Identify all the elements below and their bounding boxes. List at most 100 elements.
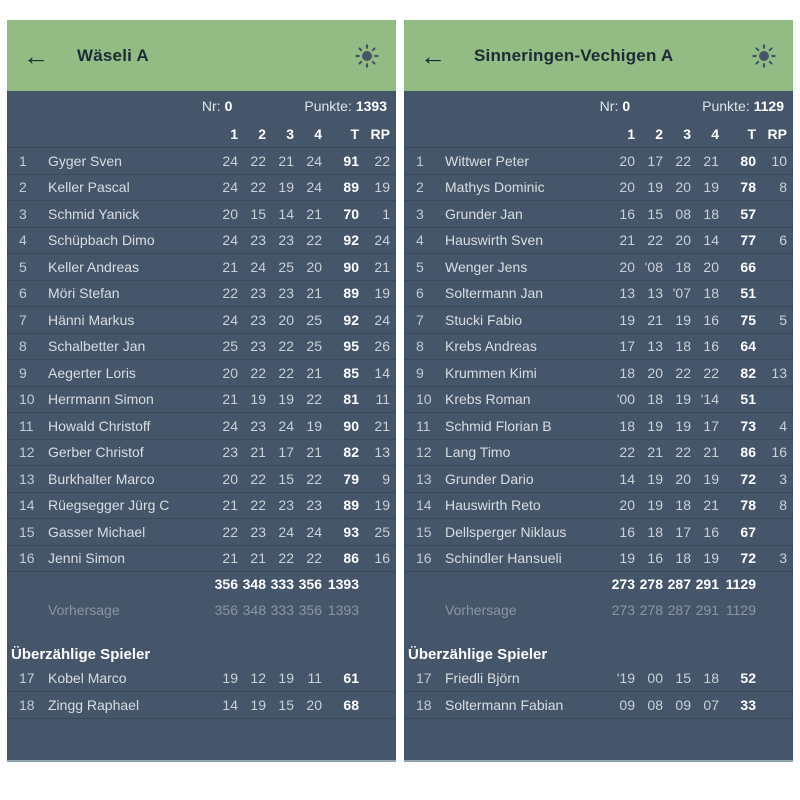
player-position: 6 bbox=[416, 285, 424, 302]
score-total: 93 bbox=[343, 523, 359, 540]
score-game-2: 23 bbox=[250, 338, 266, 355]
totals-game-4: 356 bbox=[298, 576, 322, 592]
player-position: 9 bbox=[416, 364, 424, 381]
player-row[interactable]: 14 Hauswirth Reto 20 19 18 21 78 8 bbox=[404, 491, 793, 519]
player-row[interactable]: 3 Schmid Yanick 20 15 14 21 70 1 bbox=[7, 200, 396, 227]
score-game-4: 21 bbox=[703, 444, 719, 461]
player-row[interactable]: 13 Burkhalter Marco 20 22 15 22 79 9 bbox=[7, 465, 396, 492]
score-game-4: 22 bbox=[306, 550, 322, 567]
player-position: 7 bbox=[19, 311, 27, 328]
totals-row: 273 278 287 291 1129 bbox=[404, 571, 793, 596]
spacer bbox=[404, 623, 793, 643]
nr-value: 0 bbox=[224, 98, 233, 114]
player-name: Aegerter Loris bbox=[48, 364, 136, 381]
player-row[interactable]: 8 Krebs Andreas 17 13 18 16 64 bbox=[404, 332, 793, 360]
player-row[interactable]: 9 Aegerter Loris 20 22 22 21 85 14 bbox=[7, 359, 396, 386]
score-game-1: 16 bbox=[619, 523, 635, 540]
player-row[interactable]: 11 Howald Christoff 24 23 24 19 90 21 bbox=[7, 412, 396, 439]
col-rp: RP bbox=[767, 126, 787, 142]
player-position: 1 bbox=[416, 152, 424, 169]
player-row[interactable]: 6 Soltermann Jan 13 13 '07 18 51 bbox=[404, 279, 793, 307]
score-total: 90 bbox=[343, 258, 359, 275]
score-game-4: 17 bbox=[703, 417, 719, 434]
score-game-3: 15 bbox=[278, 470, 294, 487]
score-total: 92 bbox=[343, 232, 359, 249]
player-row[interactable]: 7 Hänni Markus 24 23 20 25 92 24 bbox=[7, 306, 396, 333]
score-game-2: 18 bbox=[647, 523, 663, 540]
score-game-2: 23 bbox=[250, 523, 266, 540]
score-total: 52 bbox=[740, 670, 756, 686]
player-row[interactable]: 18 Zingg Raphael 14 19 15 20 68 bbox=[7, 692, 396, 719]
player-row[interactable]: 2 Keller Pascal 24 22 19 24 89 19 bbox=[7, 173, 396, 201]
player-row[interactable]: 15 Dellsperger Niklaus 16 18 17 16 67 bbox=[404, 518, 793, 545]
score-game-2: 21 bbox=[647, 444, 663, 461]
player-row[interactable]: 6 Möri Stefan 22 23 23 21 89 19 bbox=[7, 279, 396, 307]
player-name: Schindler Hansueli bbox=[445, 550, 562, 567]
player-row[interactable]: 5 Keller Andreas 21 24 25 20 90 21 bbox=[7, 253, 396, 280]
player-row[interactable]: 8 Schalbetter Jan 25 23 22 25 95 26 bbox=[7, 332, 396, 360]
score-game-4: 19 bbox=[703, 550, 719, 567]
player-row[interactable]: 9 Krummen Kimi 18 20 22 22 82 13 bbox=[404, 359, 793, 386]
player-row[interactable]: 17 Kobel Marco 19 12 19 11 61 bbox=[7, 665, 396, 692]
player-row[interactable]: 16 Jenni Simon 21 21 22 22 86 16 bbox=[7, 544, 396, 572]
player-name: Gyger Sven bbox=[48, 152, 122, 169]
player-row[interactable]: 2 Mathys Dominic 20 19 20 19 78 8 bbox=[404, 173, 793, 201]
player-row[interactable]: 4 Hauswirth Sven 21 22 20 14 77 6 bbox=[404, 226, 793, 254]
player-position: 4 bbox=[19, 232, 27, 249]
score-game-2: 18 bbox=[647, 391, 663, 408]
player-row[interactable]: 13 Grunder Dario 14 19 20 19 72 3 bbox=[404, 465, 793, 492]
forecast-label: Vorhersage bbox=[445, 601, 517, 618]
player-row[interactable]: 18 Soltermann Fabian 09 08 09 07 33 bbox=[404, 692, 793, 719]
back-button[interactable]: ← bbox=[420, 40, 446, 71]
score-total: 95 bbox=[343, 338, 359, 355]
score-rp: 10 bbox=[771, 152, 787, 169]
brightness-icon[interactable] bbox=[354, 43, 380, 69]
player-row[interactable]: 7 Stucki Fabio 19 21 19 16 75 5 bbox=[404, 306, 793, 333]
score-game-2: 19 bbox=[647, 470, 663, 487]
player-row[interactable]: 4 Schüpbach Dimo 24 23 23 22 92 24 bbox=[7, 226, 396, 254]
player-name: Friedli Björn bbox=[445, 670, 520, 686]
player-row[interactable]: 10 Herrmann Simon 21 19 19 22 81 11 bbox=[7, 385, 396, 413]
brightness-icon[interactable] bbox=[751, 43, 777, 69]
back-button[interactable]: ← bbox=[23, 40, 49, 71]
player-name: Soltermann Fabian bbox=[445, 697, 564, 713]
player-name: Lang Timo bbox=[445, 444, 511, 461]
score-game-2: 19 bbox=[647, 497, 663, 514]
overflow-list: 17 Friedli Björn '19 00 15 18 52 18 Soltermann F… bbox=[404, 665, 793, 719]
player-row[interactable]: 3 Grunder Jan 16 15 08 18 57 bbox=[404, 200, 793, 227]
player-row[interactable]: 12 Lang Timo 22 21 22 21 86 16 bbox=[404, 438, 793, 466]
score-rp: 19 bbox=[374, 285, 390, 302]
score-game-2: 20 bbox=[647, 364, 663, 381]
player-row[interactable]: 10 Krebs Roman '00 18 19 '14 51 bbox=[404, 385, 793, 413]
score-game-1: 19 bbox=[619, 311, 635, 328]
score-total: 78 bbox=[740, 179, 756, 196]
forecast-game-4: 356 bbox=[298, 601, 322, 618]
forecast-game-3: 287 bbox=[667, 601, 691, 618]
score-rp: 24 bbox=[374, 311, 390, 328]
player-row[interactable]: 14 Rüegsegger Jürg C 21 22 23 23 89 19 bbox=[7, 491, 396, 519]
col-game-2: 2 bbox=[258, 126, 266, 142]
score-rp: 21 bbox=[374, 258, 390, 275]
page-title: Sinneringen-Vechigen A bbox=[474, 45, 674, 65]
player-row[interactable]: 17 Friedli Björn '19 00 15 18 52 bbox=[404, 665, 793, 692]
score-game-4: 20 bbox=[306, 697, 322, 713]
player-row[interactable]: 16 Schindler Hansueli 19 16 18 19 72 3 bbox=[404, 544, 793, 572]
score-game-1: 20 bbox=[222, 470, 238, 487]
appbar: ← Wäseli A bbox=[7, 20, 396, 91]
player-row[interactable]: 1 Wittwer Peter 20 17 22 21 80 10 bbox=[404, 147, 793, 174]
score-game-2: 08 bbox=[647, 697, 663, 713]
score-rp: 8 bbox=[779, 179, 787, 196]
score-game-3: 19 bbox=[675, 311, 691, 328]
player-row[interactable]: 1 Gyger Sven 24 22 21 24 91 22 bbox=[7, 147, 396, 174]
score-rp: 22 bbox=[374, 152, 390, 169]
player-row[interactable]: 15 Gasser Michael 22 23 24 24 93 25 bbox=[7, 518, 396, 545]
player-position: 14 bbox=[416, 497, 432, 514]
player-row[interactable]: 12 Gerber Christof 23 21 17 21 82 13 bbox=[7, 438, 396, 466]
player-row[interactable]: 11 Schmid Florian B 18 19 19 17 73 4 bbox=[404, 412, 793, 439]
nr-field: Nr: 0 bbox=[600, 98, 630, 114]
score-game-4: 21 bbox=[306, 285, 322, 302]
player-row[interactable]: 5 Wenger Jens 20 '08 18 20 66 bbox=[404, 253, 793, 280]
score-game-3: 18 bbox=[675, 550, 691, 567]
score-game-3: 23 bbox=[278, 285, 294, 302]
score-game-4: 21 bbox=[306, 444, 322, 461]
